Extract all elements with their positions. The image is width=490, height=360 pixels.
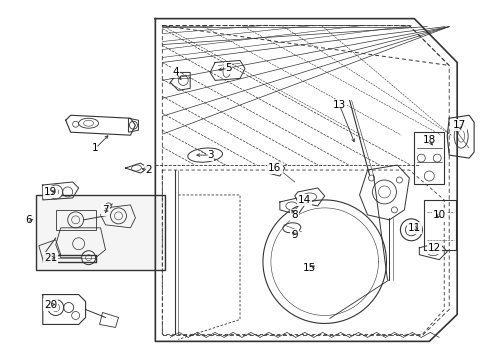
Circle shape: [46, 253, 56, 263]
Text: 13: 13: [333, 100, 346, 110]
Circle shape: [49, 185, 63, 199]
Text: 20: 20: [44, 300, 57, 310]
Circle shape: [400, 219, 422, 241]
Text: 15: 15: [303, 263, 317, 273]
Bar: [424, 200, 456, 250]
Text: 21: 21: [44, 253, 57, 263]
Text: 7: 7: [102, 205, 109, 215]
Text: 17: 17: [453, 120, 466, 130]
Text: 10: 10: [433, 210, 446, 220]
Text: 18: 18: [423, 135, 436, 145]
Text: 4: 4: [172, 67, 178, 77]
Text: 9: 9: [292, 230, 298, 240]
Text: 2: 2: [145, 165, 152, 175]
Bar: [36, 195, 165, 270]
Text: 16: 16: [268, 163, 282, 173]
Text: 14: 14: [298, 195, 311, 205]
Text: 11: 11: [408, 223, 421, 233]
Text: 12: 12: [428, 243, 441, 253]
Text: 1: 1: [92, 143, 99, 153]
Text: 19: 19: [44, 187, 57, 197]
Bar: [415, 132, 444, 184]
Text: 6: 6: [25, 215, 32, 225]
Text: 3: 3: [207, 150, 214, 160]
Circle shape: [82, 251, 96, 265]
Circle shape: [48, 300, 64, 315]
Text: 5: 5: [225, 63, 231, 73]
Text: 8: 8: [292, 210, 298, 220]
